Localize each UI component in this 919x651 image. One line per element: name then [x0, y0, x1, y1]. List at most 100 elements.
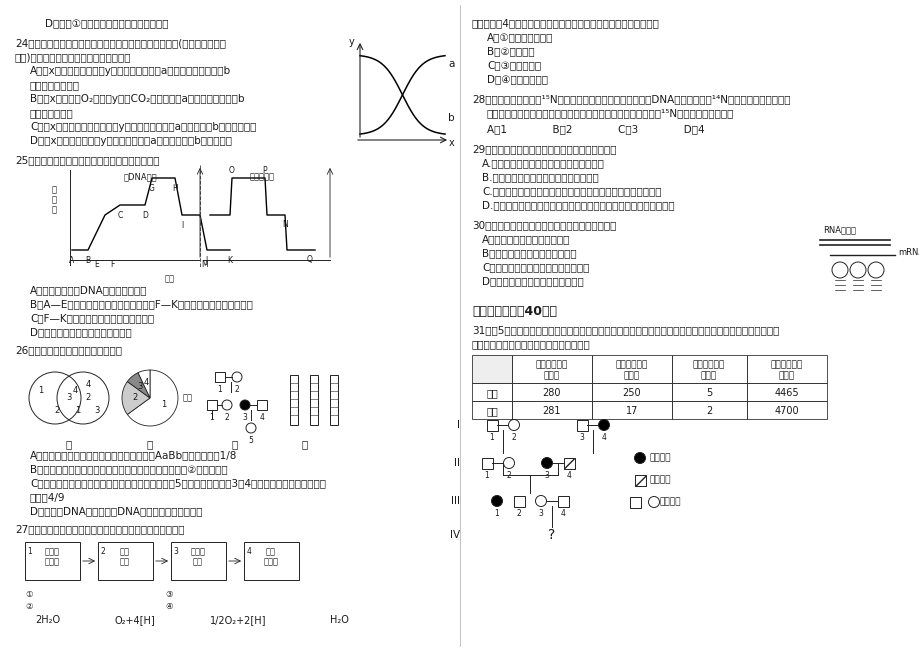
Text: 病人数: 病人数	[623, 371, 640, 380]
Text: 1: 1	[75, 406, 81, 415]
Text: 概率为4/9: 概率为4/9	[30, 492, 65, 502]
Text: Q: Q	[307, 255, 312, 264]
Text: 染色体数目: 染色体数目	[250, 172, 275, 181]
Bar	[634, 475, 645, 486]
Text: ②: ②	[25, 602, 32, 611]
Bar	[471, 355, 512, 383]
Text: D．图示过程与细胞膜的流通性无关: D．图示过程与细胞膜的流通性无关	[30, 327, 131, 337]
Text: 甲: 甲	[66, 439, 72, 449]
Bar	[244, 542, 299, 580]
Text: M: M	[201, 260, 208, 269]
Text: 2: 2	[506, 471, 511, 480]
Text: 有甲病、有乙: 有甲病、有乙	[692, 360, 724, 369]
Text: 3: 3	[544, 471, 549, 480]
Text: D．过程①只能在植物细胞的叶绿体中进行: D．过程①只能在植物细胞的叶绿体中进行	[45, 18, 168, 28]
Bar	[310, 375, 318, 425]
Text: 17: 17	[625, 406, 638, 416]
Text: 281: 281	[542, 406, 561, 416]
Text: ①: ①	[25, 590, 32, 599]
Text: D．从丁图DNA复制可看出DNA复制方式是半保留复制: D．从丁图DNA复制可看出DNA复制方式是半保留复制	[30, 506, 202, 516]
Bar	[671, 401, 746, 419]
Text: C．若x表示进食后血糖浓度，y表示激素含量，则a为胰岛素，b为胰高血糖素: C．若x表示进食后血糖浓度，y表示激素含量，则a为胰岛素，b为胰高血糖素	[30, 122, 256, 132]
Polygon shape	[127, 370, 177, 426]
Text: 真核细胞中4种生物膜上发生的化学变化示意图相关叙述不正确的是: 真核细胞中4种生物膜上发生的化学变化示意图相关叙述不正确的是	[471, 18, 659, 28]
Bar	[482, 458, 493, 469]
Bar	[98, 542, 153, 580]
Text: 蛋白质
合成: 蛋白质 合成	[190, 547, 205, 567]
Text: G: G	[149, 184, 154, 193]
Text: mRNA: mRNA	[897, 249, 919, 258]
Bar	[671, 355, 746, 383]
Text: 1/2O₂+2[H]: 1/2O₂+2[H]	[210, 615, 267, 625]
Text: E: E	[95, 260, 99, 269]
Bar	[630, 497, 641, 508]
Text: D.受农药处理后种群中抗药性强的个体有更多机会将基因传递给后代: D.受农药处理后种群中抗药性强的个体有更多机会将基因传递给后代	[482, 200, 674, 210]
Text: 多糖
合成: 多糖 合成	[119, 547, 130, 567]
Text: C.冬季来临时植物叶中可溶性糖含量增高是为了更好地防止冻害: C.冬季来临时植物叶中可溶性糖含量增高是为了更好地防止冻害	[482, 186, 661, 196]
Text: 4465: 4465	[774, 388, 799, 398]
Bar	[471, 401, 512, 419]
Bar	[746, 383, 826, 401]
Text: 时间: 时间	[165, 274, 175, 283]
Bar	[591, 401, 671, 419]
Text: A．基因组成如甲图所示的两个亲本杂交产生AaBb后代的概率为1/8: A．基因组成如甲图所示的两个亲本杂交产生AaBb后代的概率为1/8	[30, 450, 237, 460]
Circle shape	[634, 452, 645, 464]
Text: K: K	[227, 256, 233, 265]
Text: A．可使发生于磷化细菌细胞内: A．可使发生于磷化细菌细胞内	[482, 234, 570, 244]
Text: N: N	[282, 220, 288, 229]
Text: A．①上的反应不存在: A．①上的反应不存在	[486, 32, 552, 42]
Text: 280: 280	[542, 388, 561, 398]
Text: 4: 4	[73, 386, 77, 395]
Text: A: A	[69, 256, 74, 265]
Text: 30．关于右图所示生理过程的描述中，最合理的是: 30．关于右图所示生理过程的描述中，最合理的是	[471, 220, 616, 230]
Text: 25．下面为细胞分裂过程示意图，据图分析可得出: 25．下面为细胞分裂过程示意图，据图分析可得出	[15, 155, 159, 165]
Bar	[558, 496, 568, 507]
Bar	[215, 372, 225, 382]
Bar	[746, 401, 826, 419]
Text: B．表示核糖体的转录和翻译过程: B．表示核糖体的转录和翻译过程	[482, 248, 576, 258]
Circle shape	[541, 458, 552, 469]
Text: 为对茎的促进作用: 为对茎的促进作用	[30, 80, 80, 90]
Text: 4: 4	[85, 380, 91, 389]
Circle shape	[598, 419, 609, 430]
Text: C: C	[118, 211, 122, 220]
Text: O: O	[229, 166, 234, 175]
Text: 24．右图是为理解某些生物学问题所建立的一个数学模型(此图仅表示变化: 24．右图是为理解某些生物学问题所建立的一个数学模型(此图仅表示变化	[15, 38, 226, 48]
Text: C．丙图表示某家庭单基因遗传病的遗传系谱图，如5号女儿患病，那么3、4号非患双生兄弟相同基因型: C．丙图表示某家庭单基因遗传病的遗传系谱图，如5号女儿患病，那么3、4号非患双生…	[30, 478, 325, 488]
Text: 成分: 成分	[183, 393, 193, 402]
Text: A.人工培育的新物种只能生活在人工环境中: A.人工培育的新物种只能生活在人工环境中	[482, 158, 604, 168]
Text: I: I	[181, 221, 183, 230]
Bar	[207, 400, 217, 410]
Text: B．若x表示外界O₂浓度，y表示CO₂释放量，则a为有氧呼吸强度，b: B．若x表示外界O₂浓度，y表示CO₂释放量，则a为有氧呼吸强度，b	[30, 94, 244, 104]
Polygon shape	[127, 372, 150, 398]
Text: 4: 4	[560, 509, 565, 518]
Text: 4: 4	[566, 471, 571, 480]
Text: 甲病女性: 甲病女性	[650, 454, 671, 462]
Text: 为无氧呼吸强度: 为无氧呼吸强度	[30, 108, 74, 118]
Text: B: B	[85, 256, 90, 265]
Text: 2: 2	[85, 393, 91, 402]
Text: 女性: 女性	[485, 406, 497, 416]
Text: 250: 250	[622, 388, 641, 398]
Text: D: D	[142, 211, 148, 220]
Text: J: J	[206, 256, 208, 265]
Text: 2: 2	[224, 413, 229, 422]
Text: H₂O: H₂O	[330, 615, 348, 625]
Bar	[256, 400, 267, 410]
Text: O₂+4[H]: O₂+4[H]	[115, 615, 155, 625]
Text: F: F	[109, 260, 114, 269]
Text: 4: 4	[246, 547, 251, 556]
Text: D．图中两核糖体合成的蛋白质不同: D．图中两核糖体合成的蛋白质不同	[482, 276, 584, 286]
Text: 无甲病、无乙: 无甲病、无乙	[770, 360, 802, 369]
Text: B.生物进化的方向与基因突变的方向全都: B.生物进化的方向与基因突变的方向全都	[482, 172, 598, 182]
Text: A．若x表示生长素浓度，y表示生理作用，则a为对根的促进作用，b: A．若x表示生长素浓度，y表示生理作用，则a为对根的促进作用，b	[30, 66, 231, 76]
Text: C．人体组细胞确定不会发生图中现象: C．人体组细胞确定不会发生图中现象	[482, 262, 589, 272]
Text: ④: ④	[165, 602, 173, 611]
Text: 基本状况以及两种病的某家族遗传系谱图。: 基本状况以及两种病的某家族遗传系谱图。	[471, 339, 590, 349]
Bar	[512, 355, 591, 383]
Text: 2: 2	[705, 406, 711, 416]
Text: P: P	[263, 166, 267, 175]
Bar	[746, 355, 826, 383]
Text: 病人数: 病人数	[543, 371, 560, 380]
Text: 2: 2	[516, 509, 521, 518]
